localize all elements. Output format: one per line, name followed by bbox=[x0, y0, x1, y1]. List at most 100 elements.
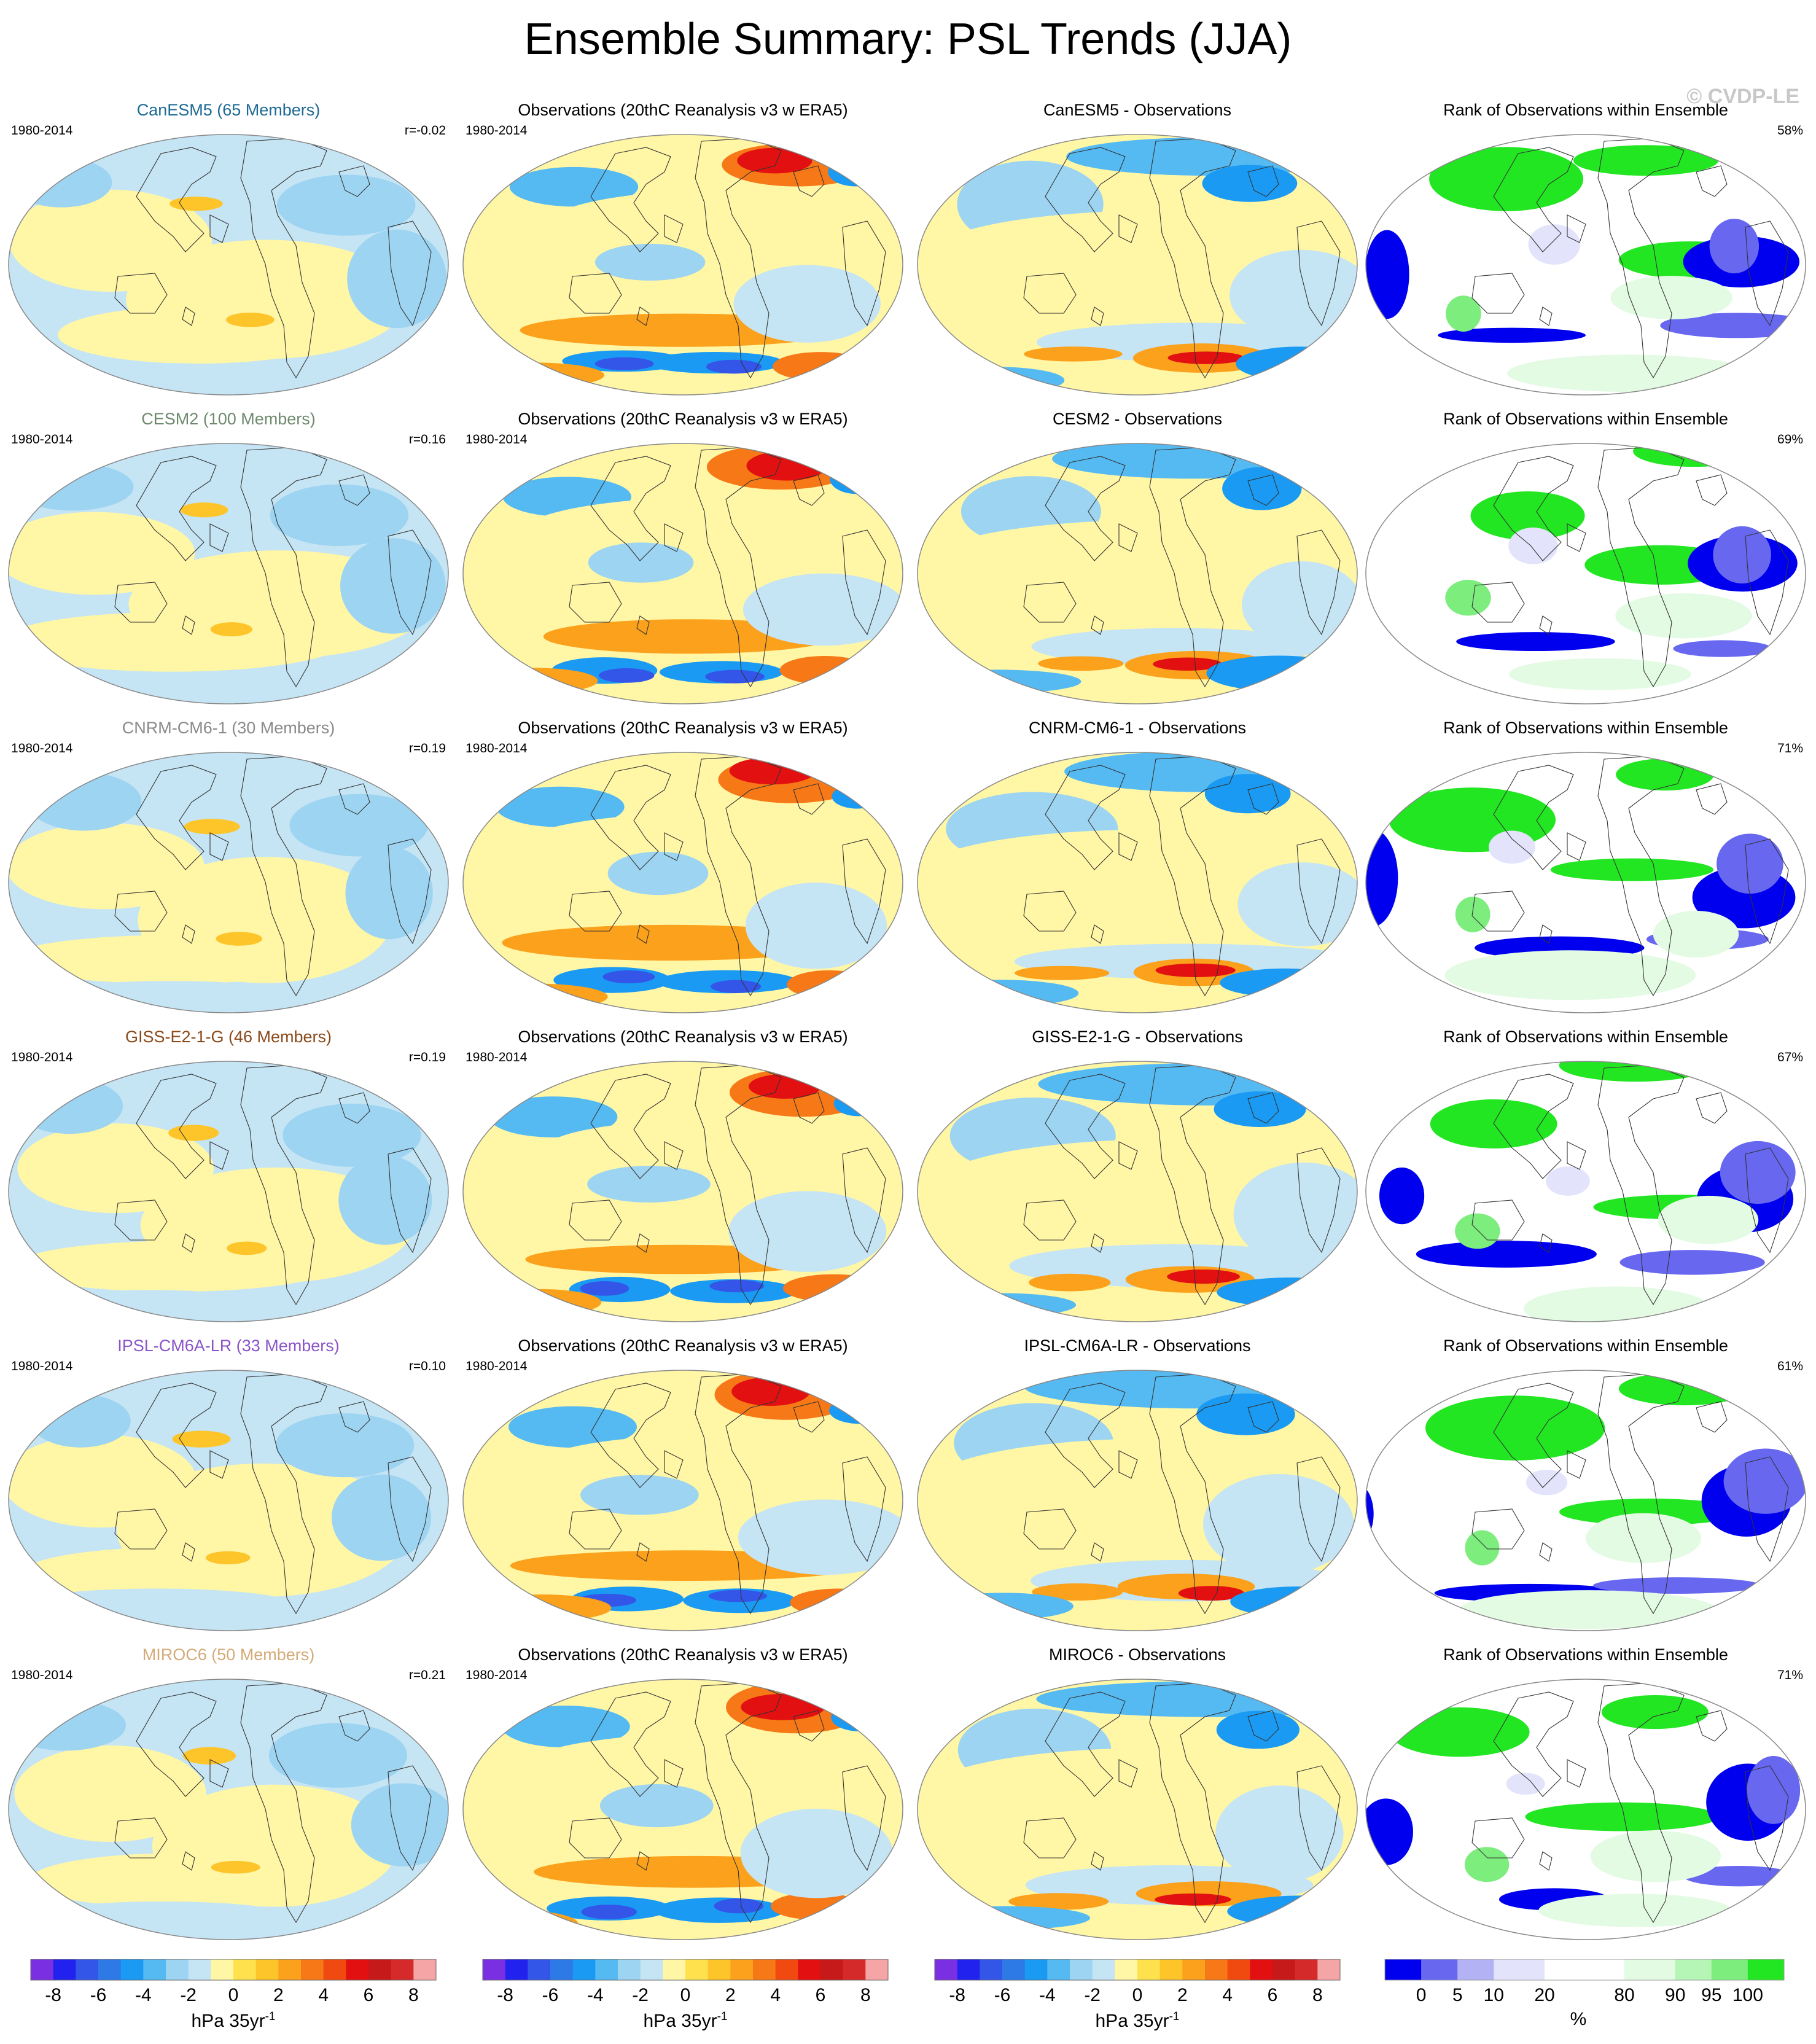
colorbar-swatch bbox=[572, 1959, 596, 1980]
trend-region bbox=[714, 1898, 764, 1914]
colorbar-swatch bbox=[707, 1959, 731, 1980]
rank-region bbox=[1459, 1590, 1716, 1629]
trend-region bbox=[276, 1413, 415, 1478]
rank-percent-label: 71% bbox=[1777, 741, 1803, 755]
map-panel-diff: CanESM5 - Observations bbox=[916, 99, 1358, 407]
colorbar-swatch bbox=[1250, 1959, 1273, 1980]
trend-region bbox=[501, 1706, 630, 1748]
colorbar-tick-label: 0 bbox=[680, 1985, 691, 2005]
unit-text: hPa 35yr bbox=[1095, 2011, 1169, 2031]
colorbar-tick-label: 95 bbox=[1701, 1985, 1721, 2005]
colorbar-swatch bbox=[1295, 1959, 1318, 1980]
trend-region bbox=[467, 983, 608, 1010]
trend-region bbox=[9, 512, 195, 595]
panel-title: Rank of Observations within Ensemble bbox=[1443, 719, 1728, 737]
rank-region bbox=[1379, 1167, 1425, 1225]
colorbar-tick-label: 2 bbox=[725, 1985, 736, 2005]
colorbar-tick-label: 80 bbox=[1614, 1985, 1634, 2005]
colorbar-swatch bbox=[120, 1959, 144, 1980]
trend-region bbox=[581, 1905, 637, 1919]
rank-region bbox=[1717, 833, 1783, 894]
colorbar-swatch bbox=[820, 1959, 844, 1980]
period-label: 1980-2014 bbox=[11, 1050, 73, 1064]
trend-region bbox=[216, 932, 263, 946]
colorbar-swatch bbox=[843, 1959, 866, 1980]
trend-region bbox=[43, 672, 286, 704]
colorbar-tick-label: 0 bbox=[228, 1985, 239, 2005]
trend-region bbox=[1214, 1091, 1306, 1127]
rank-region bbox=[1438, 327, 1586, 343]
colorbar-swatch bbox=[1421, 1959, 1458, 1980]
colorbar-tick-label: -8 bbox=[45, 1985, 61, 2005]
period-label: 1980-2014 bbox=[466, 1050, 528, 1064]
trend-region bbox=[26, 773, 142, 831]
colorbar-tick-label: -4 bbox=[135, 1985, 152, 2005]
trend-region bbox=[933, 1593, 1074, 1620]
trend-map bbox=[917, 1370, 1358, 1631]
map-panel-rank: Rank of Observations within Ensemble 69% bbox=[1365, 408, 1807, 716]
trend-region bbox=[926, 1293, 1077, 1317]
rank-region bbox=[1683, 1865, 1795, 1887]
colorbar-tick-label: 8 bbox=[860, 1985, 871, 2005]
trend-region bbox=[599, 1784, 714, 1828]
colorbar-tick-label: 6 bbox=[816, 1985, 826, 2005]
map-panel-model: CNRM-CM6-1 (30 Members) 1980-2014 r=0.19 bbox=[7, 717, 450, 1024]
trend-map bbox=[917, 752, 1358, 1013]
trend-region bbox=[1032, 1583, 1123, 1601]
trend-region bbox=[580, 1281, 629, 1296]
trend-region bbox=[289, 794, 428, 857]
trend-region bbox=[1167, 1269, 1240, 1284]
colorbar-swatch bbox=[1115, 1959, 1138, 1980]
map-panel-diff: GISS-E2-1-G - Observations bbox=[916, 1026, 1358, 1333]
trend-region bbox=[1066, 137, 1350, 176]
rank-region bbox=[1489, 830, 1535, 864]
trend-region bbox=[1167, 351, 1245, 364]
trend-region bbox=[1024, 346, 1123, 362]
colorbar-tick-label: -2 bbox=[1084, 1985, 1101, 2005]
colorbar-swatch bbox=[1675, 1959, 1712, 1980]
trend-region bbox=[832, 784, 884, 809]
rank-region bbox=[1366, 230, 1409, 319]
rank-map bbox=[1365, 134, 1806, 396]
colorbar-swatch bbox=[188, 1959, 211, 1980]
trend-region bbox=[268, 1723, 407, 1788]
colorbar-tick-label: 20 bbox=[1534, 1985, 1554, 2005]
trend-region bbox=[180, 502, 228, 518]
rank-map bbox=[1365, 1679, 1806, 1940]
colorbar-tick-label: -4 bbox=[587, 1985, 604, 2005]
rank-region bbox=[1538, 1894, 1732, 1927]
trend-region bbox=[830, 464, 884, 494]
unit-text: hPa 35yr bbox=[643, 2011, 717, 2031]
colorbar-tick-label: 6 bbox=[364, 1985, 374, 2005]
rank-region bbox=[1456, 632, 1615, 652]
rank-region bbox=[1470, 491, 1585, 540]
map-panel-diff: MIROC6 - Observations bbox=[916, 1644, 1358, 1951]
unit-text: hPa 35yr bbox=[191, 2011, 265, 2031]
trend-region bbox=[594, 243, 706, 281]
trend-region bbox=[1203, 1473, 1354, 1575]
colorbar-swatch bbox=[550, 1959, 574, 1980]
colorbar-swatch bbox=[798, 1959, 821, 1980]
trend-region bbox=[602, 970, 655, 983]
map-panel-obs: Observations (20thC Reanalysis v3 w ERA5… bbox=[462, 717, 904, 1024]
rank-region bbox=[1673, 640, 1772, 657]
colorbar-tick-label: -6 bbox=[90, 1985, 107, 2005]
trend-region bbox=[15, 1078, 123, 1134]
colorbar-swatch bbox=[391, 1959, 414, 1980]
trend-region bbox=[746, 451, 828, 481]
panel-title: IPSL-CM6A-LR (33 Members) bbox=[117, 1336, 340, 1355]
trend-region bbox=[1155, 1893, 1231, 1906]
trend-region bbox=[833, 1090, 883, 1117]
colorbar-swatch bbox=[663, 1959, 686, 1980]
colorbar-tick-label: 2 bbox=[1177, 1985, 1188, 2005]
trend-region bbox=[782, 1274, 884, 1302]
period-label: 1980-2014 bbox=[466, 1359, 528, 1373]
panel-title: Rank of Observations within Ensemble bbox=[1443, 1336, 1728, 1355]
map-panel-rank: Rank of Observations within Ensemble 67% bbox=[1365, 1026, 1807, 1333]
colorbar-tick-label: 2 bbox=[273, 1985, 284, 2005]
map-panel-diff: CNRM-CM6-1 - Observations bbox=[916, 717, 1358, 1024]
period-label: 1980-2014 bbox=[466, 1668, 528, 1682]
trend-region bbox=[1220, 968, 1350, 997]
colorbar-tick-label: -2 bbox=[632, 1985, 649, 2005]
trend-region bbox=[709, 1279, 765, 1293]
